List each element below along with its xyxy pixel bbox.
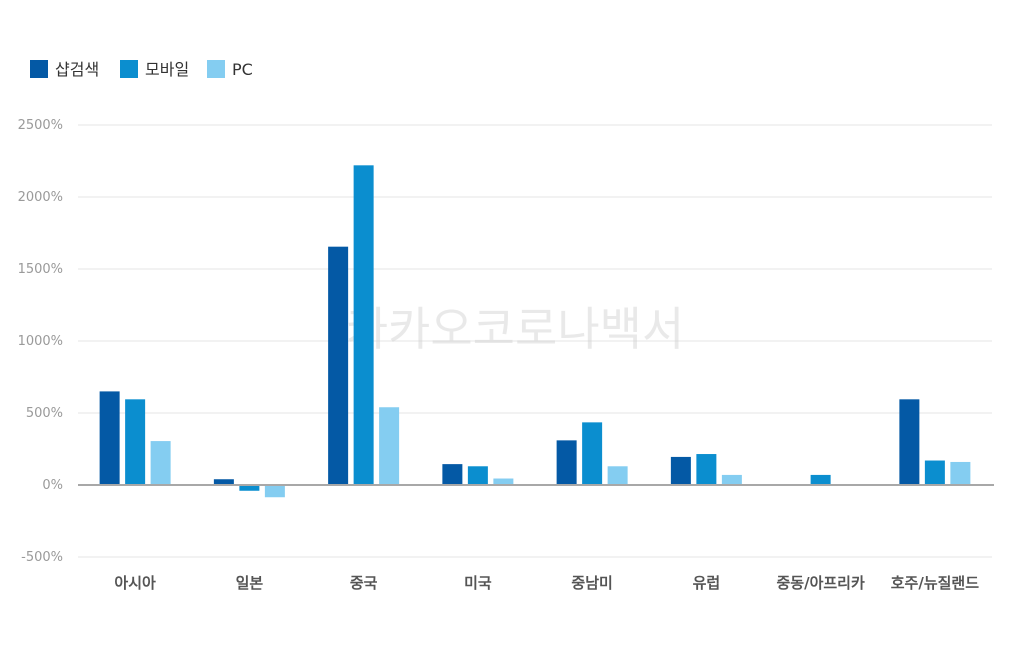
bar-mobile[interactable] [924, 460, 945, 485]
x-category-label: 중남미 [571, 574, 612, 592]
bar-pc[interactable] [607, 466, 628, 485]
legend-swatch [30, 60, 48, 78]
y-tick-label: 1000% [18, 334, 63, 349]
y-tick-label: 0% [42, 478, 63, 493]
legend-label: 모바일 [145, 60, 189, 79]
bar-mobile[interactable] [467, 466, 488, 485]
bar-mobile[interactable] [696, 454, 717, 485]
bar-shop-search[interactable] [670, 456, 691, 485]
bar-pc[interactable] [721, 474, 742, 485]
bar-mobile[interactable] [810, 474, 831, 485]
legend-label: PC [232, 60, 253, 79]
y-axis-ticks: 2500% 2000% 1500% 1000% 500% 0% -500% [18, 118, 63, 565]
y-tick-label: 500% [26, 406, 63, 421]
bar-mobile[interactable] [239, 485, 260, 491]
bar-mobile[interactable] [353, 165, 374, 485]
bar-mobile[interactable] [125, 399, 146, 485]
legend-item[interactable]: 모바일 [120, 60, 189, 79]
bar-mobile[interactable] [582, 422, 603, 485]
grid-layer [78, 124, 992, 558]
bars-layer [99, 165, 971, 498]
legend-item[interactable]: 샵검색 [30, 60, 99, 79]
bar-shop-search[interactable] [213, 479, 234, 485]
bar-shop-search[interactable] [99, 391, 120, 485]
x-category-label: 중국 [350, 574, 378, 592]
bar-shop-search[interactable] [328, 246, 349, 485]
x-category-label: 중동/아프리카 [776, 574, 864, 592]
x-category-label: 미국 [464, 574, 492, 592]
y-tick-label: 1500% [18, 262, 63, 277]
bar-shop-search[interactable] [556, 440, 577, 485]
x-category-label: 호주/뉴질랜드 [891, 574, 979, 592]
bar-pc[interactable] [950, 461, 971, 485]
bar-pc[interactable] [379, 407, 400, 485]
bar-pc[interactable] [150, 441, 171, 485]
bar-pc[interactable] [264, 485, 285, 498]
x-category-label: 아시아 [114, 574, 156, 592]
bar-shop-search[interactable] [899, 399, 920, 485]
y-tick-label: 2000% [18, 190, 63, 205]
legend-swatch [120, 60, 138, 78]
legend-swatch [207, 60, 225, 78]
x-category-label: 일본 [236, 574, 264, 592]
y-tick-label: -500% [21, 550, 63, 565]
x-axis-categories: 아시아 일본 중국 미국 중남미 유럽 중동/아프리카 호주/뉴질랜드 [114, 574, 979, 592]
bar-shop-search[interactable] [442, 464, 463, 485]
legend: 샵검색 모바일 PC [30, 60, 253, 79]
legend-label: 샵검색 [55, 60, 99, 79]
bar-pc[interactable] [493, 478, 514, 485]
legend-item[interactable]: PC [207, 60, 253, 79]
x-category-label: 유럽 [693, 574, 721, 592]
watermark-text: 카카오코로나백서 [346, 302, 685, 356]
y-tick-label: 2500% [18, 118, 63, 133]
